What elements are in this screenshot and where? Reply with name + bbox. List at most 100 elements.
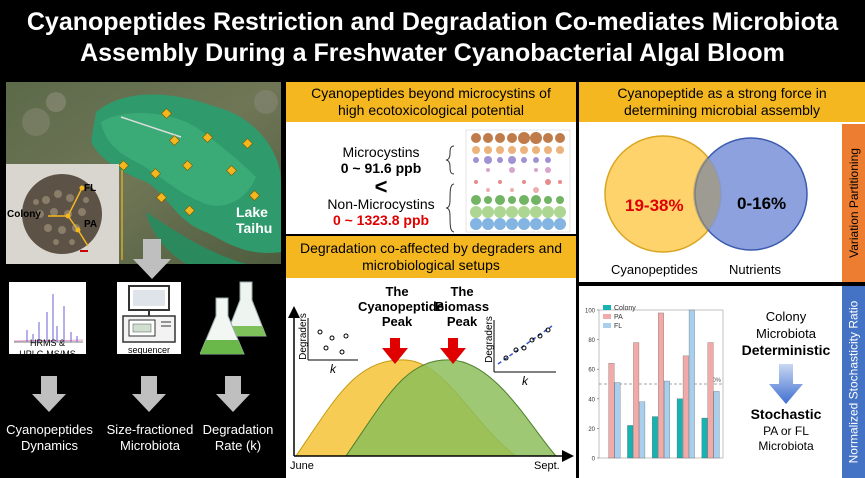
panel-variation-partitioning: Cyanopeptide as a strong force in determ…	[579, 82, 865, 282]
less-than-symbol: <	[374, 174, 388, 199]
panel-header-degradation-line-2: microbiological setups	[362, 257, 500, 273]
bar-pa-1	[633, 342, 640, 459]
microcystins-range: 0 ~ 91.6 ppb	[340, 160, 422, 176]
panel-header-cyanopeptides: Cyanopeptides beyond microcystins of hig…	[286, 82, 576, 122]
bar-pa-0	[608, 363, 615, 459]
panel-header-degradation: Degradation co-affected by degraders and…	[286, 236, 576, 278]
variation-partitioning-sidebar-label: Variation Partitioning	[846, 148, 861, 258]
bar-colony-3	[676, 398, 683, 459]
threshold-label: 50%	[709, 378, 722, 384]
panel-cyanopeptides-beyond-microcystins: Cyanopeptides beyond microcystins of hig…	[286, 82, 576, 234]
bar-fl-3	[688, 309, 695, 459]
legend-label-pa: PA	[614, 314, 623, 321]
pa-fraction-label: PA	[84, 219, 98, 230]
cyanopeptide-peak-line-1: The	[385, 284, 409, 299]
legend-item-colony: Colony	[603, 304, 636, 313]
non-microcystins-range: 0 ~ 1323.8 ppb	[332, 212, 430, 228]
legend-swatch-pa	[603, 314, 611, 319]
hrms-label: HRMS & UPLC-MS/MS	[9, 338, 86, 360]
colony-micrograph	[6, 164, 119, 264]
panel-header-cyanopeptides-line-1: Cyanopeptides beyond microcystins of	[311, 85, 551, 101]
bar-fl-1	[639, 401, 646, 459]
label-degradation-rate-line-2: Rate (k)	[214, 438, 262, 453]
degraders-ylabel-left: Degraders	[297, 313, 309, 360]
non-microcystins-label: Non-Microcystins	[327, 196, 435, 212]
flask-image	[200, 281, 267, 355]
title-line-2: Assembly During a Freshwater Cyanobacter…	[80, 39, 785, 67]
legend: Colony PA FL	[603, 304, 636, 331]
panel-stochasticity: 0 20 40 60 80 100 50% Colony PA FL Colony Micr…	[579, 286, 865, 478]
label-size-fractioned-line-1: Size-fractioned	[106, 422, 194, 437]
microcystins-label: Microcystins	[342, 144, 420, 160]
fl-fraction-label: FL	[84, 183, 97, 194]
lake-label-line-2: Taihu	[236, 220, 273, 236]
cyanopeptide-bubble-heatmap	[446, 129, 571, 233]
y-tick-label: 80	[588, 338, 595, 344]
panel-degradation: Degradation co-affected by degraders and…	[286, 236, 576, 478]
down-arrow-sequencer	[132, 376, 166, 412]
pa-fl-microbiota-line-1: PA or FL	[763, 424, 809, 438]
k-xlabel-left: k	[330, 362, 336, 376]
legend-label-colony: Colony	[614, 305, 636, 312]
bar-pa-3	[682, 355, 689, 459]
bloom-curves-diagram	[288, 306, 574, 462]
lake-label: Lake Taihu	[236, 204, 272, 236]
bar-fl-0	[614, 382, 621, 459]
panel-header-assembly-line-1: Cyanopeptide as a strong force in	[617, 85, 827, 101]
down-arrow-hrms	[32, 376, 66, 412]
lake-label-line-1: Lake	[236, 204, 268, 220]
stochasticity-bar-chart: 0 20 40 60 80 100 50%	[585, 309, 724, 463]
x-axis-start-label: June	[290, 460, 314, 472]
sequencer-label: sequencer	[127, 345, 171, 355]
bar-colony-4	[701, 417, 708, 459]
venn-diagram	[604, 135, 808, 253]
label-size-fractioned-microbiota: Size-fractioned Microbiota	[100, 422, 200, 454]
stochastic-label: Stochastic	[750, 406, 822, 422]
panel-header-degradation-line-1: Degradation co-affected by degraders and	[299, 240, 563, 256]
left-column: Lake Taihu Colony FL PA	[0, 82, 283, 478]
y-tick-label: 60	[588, 368, 595, 374]
biomass-peak-line-1: The	[450, 284, 474, 299]
stochasticity-ratio-sidebar-label: Normalized Stochasticity Ratio	[846, 300, 861, 464]
cyanopeptide-peak-label: The Cyanopeptide Peak	[358, 284, 444, 329]
biomass-peak-line-3: Peak	[446, 314, 478, 329]
stochasticity-ratio-sidebar: Normalized Stochasticity Ratio	[842, 286, 865, 478]
hrms-spectrum-image	[9, 282, 86, 354]
colony-microbiota-line-1: Colony	[765, 309, 807, 324]
bar-fl-4	[713, 391, 720, 459]
bar-fl-2	[664, 380, 670, 459]
biomass-peak-line-2: Biomass	[434, 299, 490, 314]
legend-item-fl: FL	[603, 322, 636, 331]
legend-item-pa: PA	[603, 313, 636, 322]
label-cyanopeptides-dynamics-line-2: Dynamics	[20, 438, 79, 453]
down-arrow-flask	[216, 376, 250, 412]
label-degradation-rate: Degradation Rate (k)	[196, 422, 280, 454]
hrms-label-line-2: UPLC-MS/MS	[19, 349, 76, 359]
label-size-fractioned-line-2: Microbiota	[120, 438, 180, 453]
legend-swatch-fl	[603, 323, 611, 328]
panel-header-assembly-line-2: determining microbial assembly	[623, 102, 821, 118]
bar-pa-4	[707, 342, 714, 459]
venn-left-value: 19-38%	[625, 196, 684, 215]
colony-microbiota-label: Colony Microbiota	[731, 308, 841, 342]
biomass-peak-label: The Biomass Peak	[426, 284, 498, 329]
venn-right-label: Nutrients	[729, 262, 782, 277]
label-degradation-rate-line-1: Degradation	[202, 422, 274, 437]
page-title: Cyanopeptides Restriction and Degradatio…	[0, 0, 865, 78]
cyanopeptide-peak-line-3: Peak	[381, 314, 413, 329]
y-tick-label: 20	[588, 427, 595, 433]
y-tick-label: 40	[588, 397, 595, 403]
bar-colony-2	[652, 416, 658, 459]
hrms-label-line-1: HRMS &	[29, 338, 65, 348]
venn-left-label: Cyanopeptides	[611, 262, 698, 277]
bar-colony-1	[627, 425, 634, 459]
cyanopeptide-peak-line-2: Cyanopeptide	[358, 299, 444, 314]
title-line-1: Cyanopeptides Restriction and Degradatio…	[26, 8, 839, 36]
k-xlabel-right: k	[522, 374, 528, 388]
y-tick-label: 0	[592, 457, 596, 463]
y-tick-label: 100	[585, 309, 596, 315]
pa-fl-microbiota-line-2: Microbiota	[758, 439, 814, 453]
legend-label-fl: FL	[614, 323, 623, 330]
sequencer-image	[117, 282, 181, 354]
bar-pa-2	[658, 312, 664, 459]
